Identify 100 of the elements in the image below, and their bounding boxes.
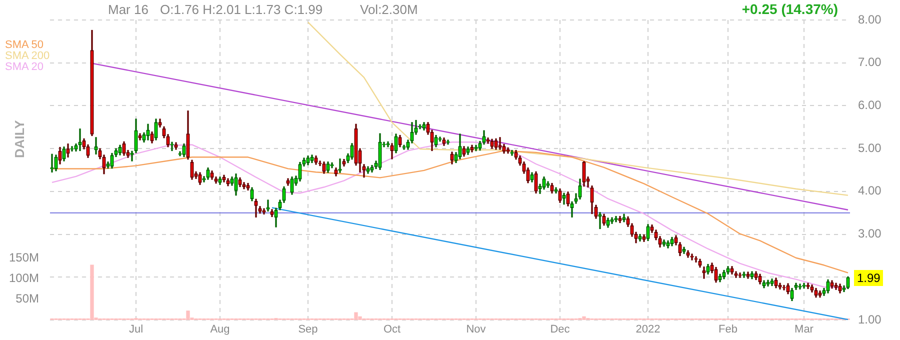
- candlestick: [546, 181, 550, 188]
- x-tick-label: Jul: [128, 324, 144, 336]
- candlestick: [154, 118, 158, 140]
- candlestick: [838, 284, 842, 294]
- candlestick: [798, 284, 802, 290]
- candlestick: [618, 216, 622, 224]
- candlestick: [94, 137, 98, 154]
- bar: [354, 312, 358, 320]
- candlestick: [510, 150, 514, 156]
- candlestick: [530, 172, 534, 182]
- candlestick: [458, 134, 462, 160]
- bar: [582, 316, 586, 320]
- candlestick: [226, 178, 230, 186]
- candlestick: [550, 182, 554, 194]
- candlestick: [606, 218, 610, 228]
- candlestick: [806, 282, 810, 290]
- candlestick: [422, 122, 426, 130]
- candlestick: [442, 138, 446, 146]
- candlestick: [334, 168, 338, 176]
- candlestick: [402, 144, 406, 150]
- candlestick: [814, 288, 818, 298]
- candlestick: [614, 216, 618, 222]
- candlestick: [58, 146, 62, 164]
- text: O:1.76 H:2.01 L:1.73 C:1.99: [160, 2, 323, 18]
- candlestick: [174, 142, 178, 150]
- candlestick: [610, 217, 614, 224]
- bar: [90, 264, 94, 320]
- candlestick: [662, 240, 666, 247]
- candlestick: [222, 174, 226, 182]
- candlestick: [338, 158, 342, 173]
- candlestick: [190, 160, 194, 180]
- candlestick: [90, 30, 94, 136]
- candlestick: [506, 147, 510, 154]
- candlestick: [274, 208, 278, 228]
- candlestick: [386, 141, 390, 148]
- y-tick-label: 6.00: [858, 98, 882, 112]
- candlestick: [602, 214, 606, 226]
- candlestick: [290, 176, 294, 195]
- x-tick-label: Mar: [794, 324, 814, 336]
- candlestick: [206, 168, 210, 180]
- candlestick: [762, 280, 766, 288]
- candlestick: [786, 283, 790, 294]
- candlestick: [582, 161, 586, 187]
- candlestick: [686, 250, 690, 258]
- candlestick: [186, 110, 190, 160]
- candlestick: [250, 187, 254, 202]
- candlestick: [598, 212, 602, 230]
- candlestick: [398, 134, 402, 148]
- candlestick: [150, 132, 154, 144]
- candlestick: [394, 134, 398, 154]
- candlestick: [770, 278, 774, 286]
- candlestick: [78, 128, 82, 152]
- y-tick-label: 8.00: [858, 12, 882, 26]
- candlestick: [262, 208, 266, 214]
- candlestick: [470, 144, 474, 152]
- y-tick-label: 1.00: [858, 312, 882, 326]
- text: Vol:2.30M: [360, 2, 418, 18]
- candlestick: [494, 138, 498, 150]
- candlestick: [754, 271, 758, 280]
- candlestick: [642, 234, 646, 242]
- x-tick-label: Aug: [210, 324, 230, 336]
- candlestick: [846, 276, 850, 290]
- candlestick: [462, 146, 466, 157]
- bar: [186, 310, 190, 320]
- candlestick: [170, 142, 174, 152]
- candlestick: [622, 214, 626, 222]
- text: Mar 16: [108, 2, 148, 18]
- y-tick-label: 7.00: [858, 55, 882, 70]
- candlestick: [534, 171, 538, 194]
- candlestick: [370, 164, 374, 172]
- candlestick: [830, 280, 834, 289]
- candlestick: [738, 272, 742, 278]
- candlestick: [466, 146, 470, 155]
- candlestick: [342, 158, 346, 166]
- text: 1.99: [854, 270, 884, 286]
- candlestick: [434, 134, 438, 148]
- candlestick: [238, 177, 242, 188]
- candlestick: [766, 280, 770, 286]
- candlestick: [730, 266, 734, 274]
- candlestick: [638, 234, 642, 242]
- candlestick: [698, 258, 702, 268]
- y2-tick-label: 150M: [8, 250, 39, 264]
- x-tick-label: Dec: [550, 324, 570, 336]
- candlestick: [322, 162, 326, 174]
- candlestick: [826, 279, 830, 294]
- text: SMA 50: [5, 39, 45, 51]
- candlestick: [722, 270, 726, 280]
- candlestick: [646, 224, 650, 242]
- candlestick: [670, 236, 674, 246]
- candlestick: [566, 192, 570, 206]
- x-tick-label: Sep: [298, 324, 318, 336]
- candlestick: [198, 172, 202, 185]
- candlestick: [306, 156, 310, 166]
- candlestick: [70, 146, 74, 152]
- candlestick: [706, 264, 710, 274]
- candlestick: [794, 282, 798, 290]
- candlestick: [690, 254, 694, 260]
- candlestick: [474, 144, 478, 152]
- candlestick: [118, 144, 122, 156]
- candlestick: [326, 162, 330, 173]
